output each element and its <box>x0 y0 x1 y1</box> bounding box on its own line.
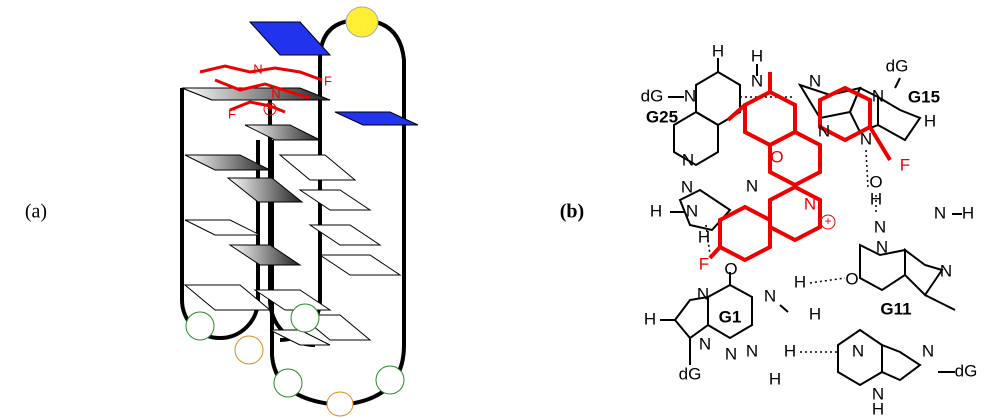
atom: N <box>872 86 884 105</box>
atom: H <box>751 46 763 65</box>
atom: N <box>809 71 821 90</box>
atom: N <box>699 334 711 353</box>
atom: N <box>922 341 934 360</box>
atom: N <box>874 217 886 236</box>
atom: H <box>650 201 662 220</box>
atom: N <box>746 176 758 195</box>
atom: H <box>794 272 806 291</box>
ligand-charge: + <box>267 103 273 115</box>
residue-label: G11 <box>880 299 911 318</box>
atom: N <box>764 286 776 305</box>
atom: F <box>699 254 709 273</box>
quadruplex-cartoon <box>182 7 418 416</box>
panel-label: (b) <box>560 201 584 223</box>
atom: O <box>724 259 737 278</box>
atom: N <box>876 237 888 256</box>
atom: O <box>770 147 783 166</box>
ligand-rings <box>710 72 890 260</box>
atom: N <box>746 341 758 360</box>
atom: dG <box>679 364 702 383</box>
atom: N <box>697 284 709 303</box>
ligand-atom: F <box>324 73 332 88</box>
atom: N <box>684 86 696 105</box>
atom: N <box>686 201 698 220</box>
ligand-atom: N <box>271 86 280 101</box>
atom: O <box>845 269 858 288</box>
atom: N <box>725 344 737 363</box>
ligand-atom: F <box>228 106 236 121</box>
atom: H <box>698 227 710 246</box>
atom: H <box>644 309 656 328</box>
atom: N <box>818 121 830 140</box>
atom: + <box>824 214 831 228</box>
residue-label: G1 <box>719 307 742 326</box>
atom: H <box>872 399 884 418</box>
atom: H <box>809 304 821 323</box>
atom: dG <box>641 86 664 105</box>
atom: F <box>900 155 910 174</box>
atom: H <box>870 189 882 208</box>
panel-label: (a) <box>25 201 47 223</box>
atom: dG <box>955 361 978 380</box>
atom: H <box>712 41 724 60</box>
atom: H <box>769 369 781 388</box>
atom: N <box>940 261 952 280</box>
atom: H <box>924 111 936 130</box>
atom: H <box>962 203 974 222</box>
atom: N <box>681 177 693 196</box>
atom: N <box>934 203 946 222</box>
atom: H <box>784 341 796 360</box>
atom: N <box>682 150 694 169</box>
residue-label: G25 <box>646 107 678 126</box>
atom: N <box>852 341 864 360</box>
atom: dG <box>886 56 909 75</box>
ligand-atom: N <box>253 61 262 76</box>
figure: (a) N F N + <box>0 0 993 418</box>
atom: N <box>751 71 763 90</box>
atom: N <box>804 194 816 213</box>
atom: N <box>860 129 872 148</box>
residue-label: G15 <box>908 87 940 106</box>
